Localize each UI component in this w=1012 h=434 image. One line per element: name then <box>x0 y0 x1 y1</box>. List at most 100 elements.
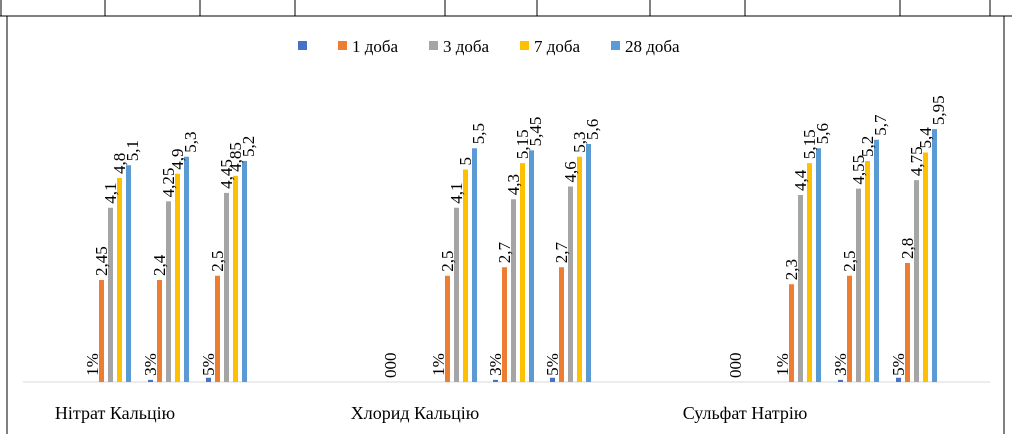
zero-labels: 000 <box>726 353 745 379</box>
data-label: 4,75 <box>907 146 926 176</box>
data-label-top: 5,1 <box>123 140 142 161</box>
bar <box>586 144 591 382</box>
bar <box>166 201 171 382</box>
data-label: 5,15 <box>513 129 532 159</box>
data-label-top: 5,6 <box>813 123 832 144</box>
data-label-top: 5,3 <box>181 132 200 153</box>
data-label: 5% <box>543 353 562 376</box>
bar <box>206 377 211 382</box>
data-label: 2,8 <box>898 238 917 259</box>
bar <box>472 148 477 382</box>
bar <box>914 180 919 382</box>
data-label: 5% <box>889 353 908 376</box>
bar <box>896 377 901 382</box>
bar <box>905 263 910 382</box>
data-label: 2,7 <box>495 242 514 264</box>
data-label: 4,55 <box>849 155 868 185</box>
data-label: 5,4 <box>916 127 935 149</box>
category-labels: Нітрат Кальцію Хлорид Кальцію Сульфат Натр… <box>55 403 807 423</box>
bar <box>923 152 928 382</box>
legend-label: 1 доба <box>352 37 399 56</box>
data-label: 2,5 <box>208 251 227 272</box>
bar <box>865 161 870 382</box>
bar <box>108 207 113 382</box>
data-label: 4,25 <box>159 168 178 198</box>
bar <box>445 275 450 382</box>
bars <box>99 129 937 382</box>
legend: 1 доба 3 доба 7 доба 28 доба <box>298 37 680 56</box>
data-label: 1% <box>429 353 448 376</box>
data-label-top: 5,5 <box>469 123 488 144</box>
bar <box>224 192 229 382</box>
data-label: 5 <box>456 157 475 166</box>
data-label: 4,3 <box>504 174 523 195</box>
data-label: 3% <box>486 353 505 376</box>
bar <box>789 284 794 382</box>
data-label: 2,5 <box>438 251 457 272</box>
data-label: 2,5 <box>840 251 859 272</box>
data-label: 4,6 <box>561 161 580 182</box>
bar <box>157 280 162 382</box>
data-label: 5,2 <box>858 136 877 157</box>
category-label: Нітрат Кальцію <box>55 403 175 423</box>
bar <box>529 150 534 382</box>
data-label: 2,45 <box>92 246 111 276</box>
data-label: 2,3 <box>782 259 801 280</box>
bar <box>847 275 852 382</box>
data-label: 5,15 <box>800 129 819 159</box>
data-label: 2,7 <box>552 242 571 264</box>
data-label-top: 5,6 <box>583 119 602 140</box>
bar <box>568 186 573 382</box>
data-label: 4,45 <box>217 159 236 189</box>
bar <box>454 207 459 382</box>
data-label-top: 5,45 <box>526 117 545 147</box>
bar <box>874 139 879 382</box>
legend-label: 3 доба <box>443 37 490 56</box>
bar <box>838 379 843 382</box>
legend-swatch <box>520 41 529 50</box>
category-label: Сульфат Натрію <box>683 403 808 423</box>
data-label: 4,85 <box>226 142 245 172</box>
bar <box>798 195 803 382</box>
data-labels: 1% 3% 5% 1% 3% 5% 1% 3% 5% 2,45 2,4 2,5 2,5 2,7 2,7 2,3… <box>83 95 948 378</box>
bar <box>932 129 937 382</box>
bar <box>577 156 582 382</box>
data-label: 4,1 <box>447 183 466 204</box>
data-label: 1% <box>773 353 792 376</box>
category-label: Хлорид Кальцію <box>351 403 479 423</box>
bar <box>184 156 189 382</box>
data-label: 4,8 <box>110 153 129 174</box>
data-label: 4,1 <box>101 183 120 204</box>
bar <box>233 175 238 382</box>
legend-swatch <box>429 41 438 50</box>
data-label: 3% <box>831 353 850 376</box>
legend-swatch <box>611 41 620 50</box>
bar <box>463 169 468 382</box>
legend-swatch <box>338 41 347 50</box>
data-label: 2,4 <box>150 254 169 276</box>
data-label-top: 5,7 <box>871 114 890 136</box>
bar <box>520 163 525 382</box>
data-label: 5% <box>199 353 218 376</box>
legend-label: 28 доба <box>625 37 680 56</box>
bar <box>493 379 498 382</box>
bar <box>550 377 555 382</box>
data-label: 5,3 <box>570 132 589 153</box>
zero-labels: 000 <box>381 353 400 379</box>
data-label-top: 5,2 <box>239 136 258 157</box>
bar <box>99 280 104 382</box>
data-label: 4,4 <box>791 169 810 191</box>
bar <box>215 275 220 382</box>
bar <box>559 267 564 382</box>
bar <box>807 163 812 382</box>
legend-swatch <box>298 41 307 50</box>
data-label: 1% <box>83 353 102 376</box>
bar <box>126 165 131 382</box>
bar <box>856 188 861 382</box>
legend-label: 7 доба <box>534 37 581 56</box>
bar <box>175 173 180 382</box>
bar <box>117 178 122 382</box>
data-label: 3% <box>141 353 160 376</box>
bar <box>502 267 507 382</box>
